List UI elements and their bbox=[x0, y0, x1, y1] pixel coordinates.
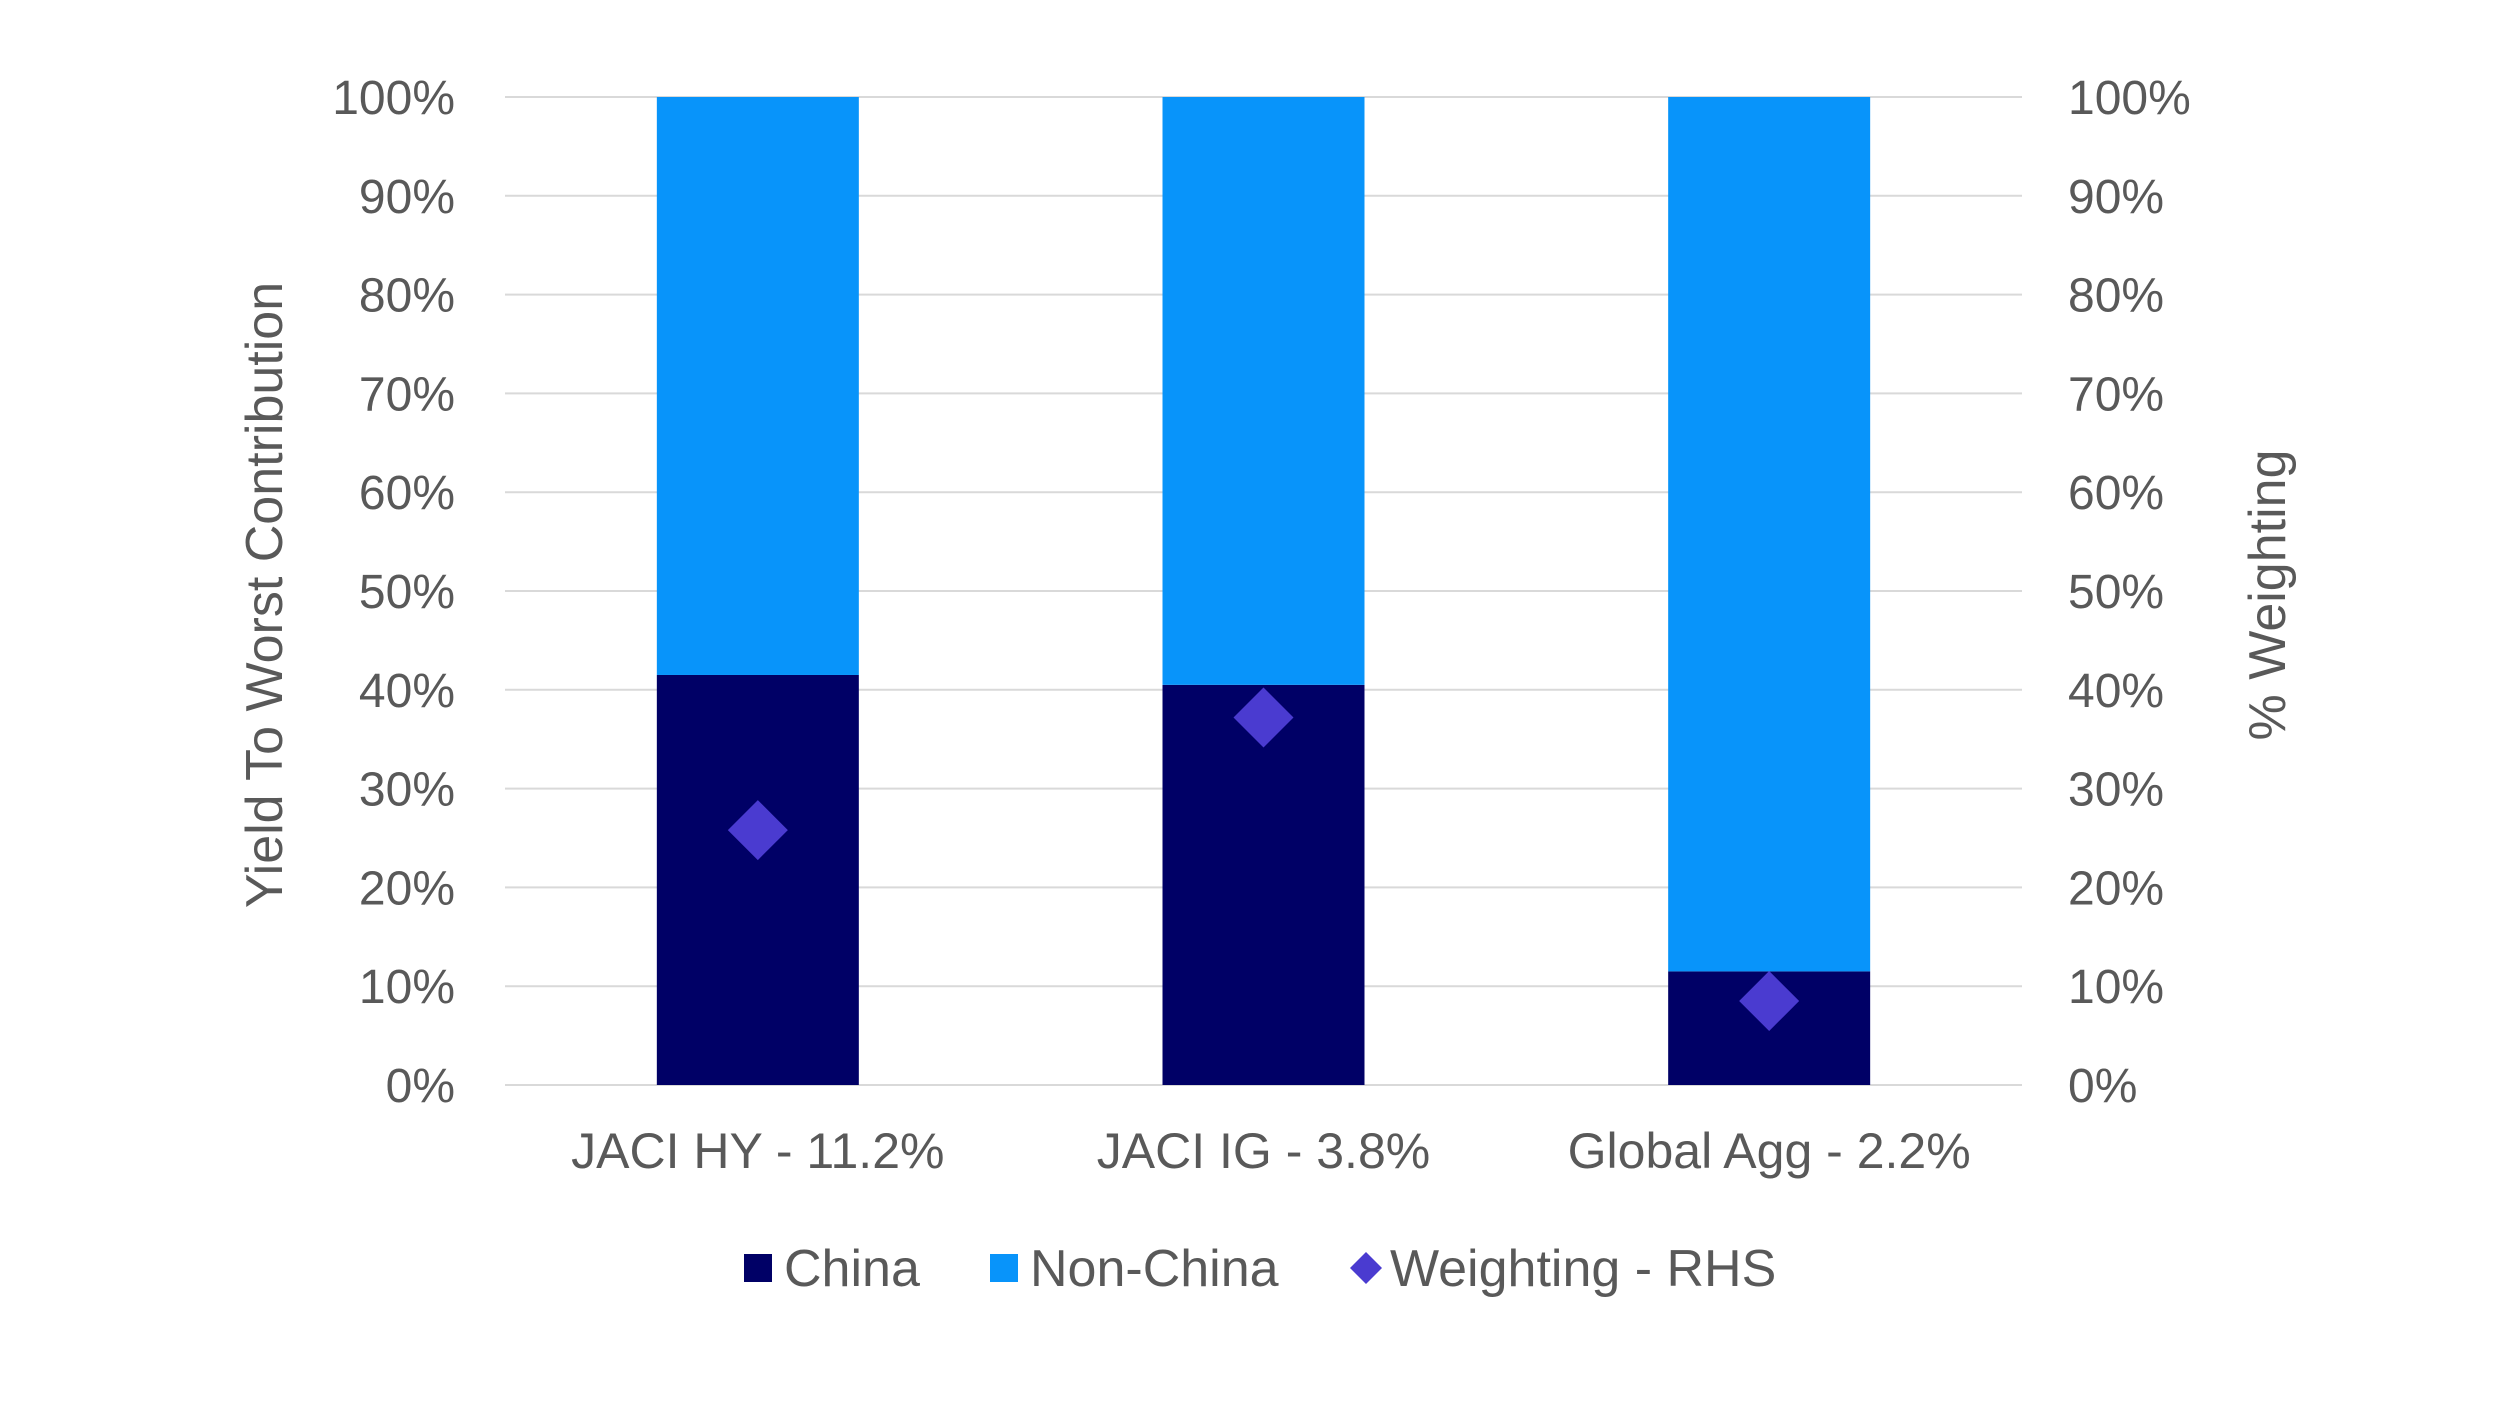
legend-item: Non-China bbox=[990, 1240, 1279, 1298]
legend-swatch-diamond bbox=[1350, 1252, 1382, 1284]
y-tick-label: 10% bbox=[359, 961, 455, 1014]
legend-item: Weighting - RHS bbox=[1350, 1240, 1776, 1298]
category-label: Global Agg - 2.2% bbox=[1568, 1123, 1971, 1179]
y-tick-label: 80% bbox=[359, 270, 455, 323]
y-tick-label: 100% bbox=[332, 72, 455, 125]
left-axis-ticks: 0% 10% 20% 30% 40% 50% 60% 70% 80% 90% 100% bbox=[332, 72, 455, 1113]
legend-label: Non-China bbox=[1030, 1240, 1279, 1298]
y2-tick-label: 10% bbox=[2068, 961, 2164, 1014]
y2-axis-title: % Weighting bbox=[2239, 450, 2297, 741]
weighting-markers bbox=[727, 687, 1800, 1032]
y2-tick-label: 40% bbox=[2068, 665, 2164, 718]
weighting-marker bbox=[1739, 971, 1800, 1032]
category-label: JACI IG - 3.8% bbox=[1097, 1123, 1430, 1179]
legend-label: Weighting - RHS bbox=[1390, 1240, 1776, 1298]
y-axis-title: Yield To Worst Contribution bbox=[236, 282, 294, 908]
y2-tick-label: 0% bbox=[2068, 1060, 2137, 1113]
y2-tick-label: 70% bbox=[2068, 368, 2164, 421]
y-tick-label: 0% bbox=[386, 1060, 455, 1113]
right-axis-ticks: 0% 10% 20% 30% 40% 50% 60% 70% 80% 90% 100% bbox=[2068, 72, 2191, 1113]
y-tick-label: 90% bbox=[359, 171, 455, 224]
category-label: JACI HY - 11.2% bbox=[571, 1123, 944, 1179]
legend-swatch bbox=[744, 1254, 772, 1282]
y-tick-label: 60% bbox=[359, 467, 455, 520]
bar-non-china bbox=[1668, 97, 1871, 972]
y2-tick-label: 80% bbox=[2068, 270, 2164, 323]
y-tick-label: 30% bbox=[359, 764, 455, 817]
weighting-marker bbox=[1233, 687, 1294, 748]
bar-china bbox=[1162, 684, 1365, 1085]
bar-china bbox=[656, 674, 859, 1085]
y2-tick-label: 90% bbox=[2068, 171, 2164, 224]
y2-tick-label: 30% bbox=[2068, 764, 2164, 817]
bar-non-china bbox=[1162, 97, 1365, 685]
y2-tick-label: 20% bbox=[2068, 862, 2164, 915]
y-tick-label: 20% bbox=[359, 862, 455, 915]
y-tick-label: 40% bbox=[359, 665, 455, 718]
legend-label: China bbox=[784, 1240, 920, 1298]
legend-swatch bbox=[990, 1254, 1018, 1282]
category-labels: JACI HY - 11.2% JACI IG - 3.8% Global Agg … bbox=[571, 1123, 1970, 1179]
y-tick-label: 70% bbox=[359, 368, 455, 421]
y2-tick-label: 50% bbox=[2068, 566, 2164, 619]
y2-tick-label: 100% bbox=[2068, 72, 2191, 125]
weighting-marker bbox=[727, 800, 788, 861]
bars bbox=[656, 97, 1871, 1085]
y-tick-label: 50% bbox=[359, 566, 455, 619]
legend-item: China bbox=[744, 1240, 920, 1298]
bar-non-china bbox=[656, 97, 859, 675]
y2-tick-label: 60% bbox=[2068, 467, 2164, 520]
legend: China Non-China Weighting - RHS bbox=[744, 1240, 1776, 1298]
